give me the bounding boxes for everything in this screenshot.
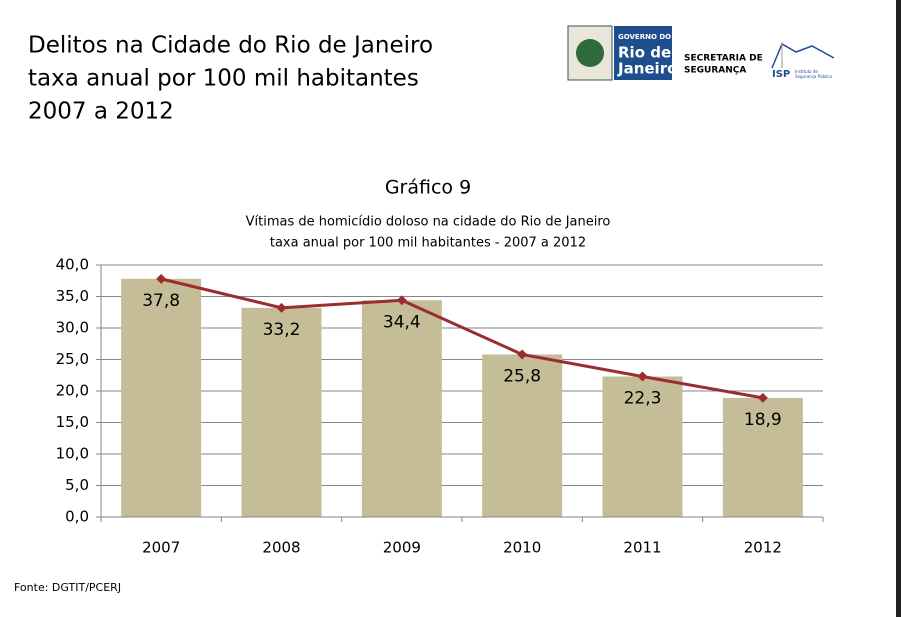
logo-text: SECRETARIA DE	[684, 54, 763, 64]
right-edge	[896, 0, 901, 617]
source: Fonte: DGTIT/PCERJ	[14, 581, 121, 594]
data-label: 34,4	[383, 312, 421, 332]
data-label: 37,8	[142, 291, 180, 311]
marker	[156, 273, 167, 284]
y-tick-label: 30,0	[56, 319, 89, 337]
y-tick-label: 0,0	[65, 508, 89, 526]
marker	[517, 349, 528, 360]
data-label: 33,2	[263, 320, 301, 340]
slide-title: Delitos na Cidade do Rio de Janeiro	[28, 33, 433, 59]
y-tick-label: 5,0	[65, 476, 89, 494]
logo-text: Rio de	[618, 44, 671, 62]
y-tick-label: 10,0	[56, 445, 89, 463]
logo-gov: GOVERNO DO Rio de Janeiro	[567, 25, 677, 81]
x-tick-label: 2007	[142, 539, 180, 557]
x-tick-label: 2012	[744, 539, 782, 557]
marker	[757, 392, 768, 403]
data-label: 18,9	[744, 410, 782, 430]
y-tick-label: 20,0	[56, 382, 89, 400]
chart-subtitle: Vítimas de homicídio doloso na cidade do…	[246, 215, 611, 230]
x-tick-label: 2008	[262, 539, 300, 557]
slide-title: 2007 a 2012	[28, 99, 174, 125]
marker	[637, 371, 648, 382]
bar	[241, 307, 322, 517]
logo-text: ISP	[772, 69, 790, 80]
logo-isp: ISP Instituto de Segurança Pública	[771, 42, 835, 80]
logo-crest-circle	[576, 39, 604, 67]
logo-text: GOVERNO DO	[618, 33, 671, 41]
y-tick-label: 40,0	[56, 256, 89, 274]
logo-text: Segurança Pública	[795, 74, 832, 79]
bar	[121, 278, 202, 517]
bar	[722, 397, 803, 517]
line	[160, 277, 764, 400]
x-tick-label: 2009	[383, 539, 421, 557]
logo-text: Janeiro	[617, 60, 677, 78]
data-label: 25,8	[503, 366, 541, 386]
data-label: 22,3	[624, 389, 662, 409]
x-tick-label: 2010	[503, 539, 541, 557]
marker	[396, 295, 407, 306]
logo-text: Instituto de	[795, 69, 818, 74]
logo-text: SEGURANÇA	[684, 66, 746, 76]
y-tick-label: 15,0	[56, 413, 89, 431]
chart-subtitle: taxa anual por 100 mil habitantes - 2007…	[270, 236, 586, 251]
chart-title: Gráfico 9	[385, 177, 471, 199]
slide-title: taxa anual por 100 mil habitantes	[28, 66, 419, 92]
marker	[276, 302, 287, 313]
x-tick-label: 2011	[623, 539, 661, 557]
bar	[482, 354, 563, 517]
bar	[361, 300, 442, 517]
y-tick-label: 25,0	[56, 350, 89, 368]
bar	[602, 376, 683, 517]
y-tick-label: 35,0	[56, 287, 89, 305]
logo-box	[614, 26, 672, 80]
logo-shape	[771, 42, 835, 69]
